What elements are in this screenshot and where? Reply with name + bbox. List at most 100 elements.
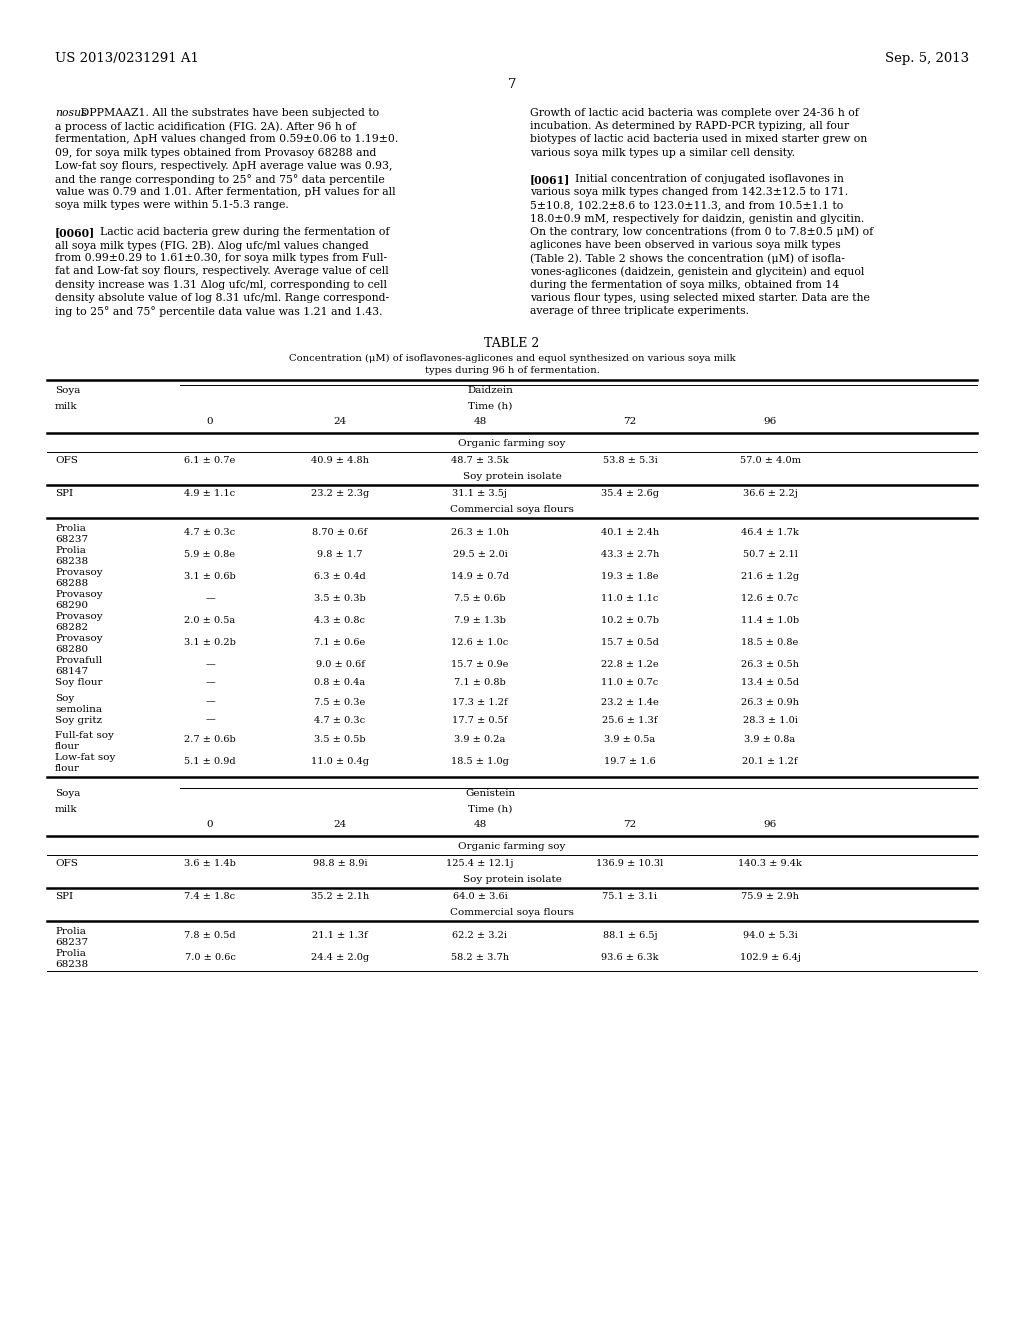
Text: soya milk types were within 5.1-5.3 range.: soya milk types were within 5.1-5.3 rang…: [55, 201, 289, 210]
Text: 58.2 ± 3.7h: 58.2 ± 3.7h: [451, 953, 509, 962]
Text: 0: 0: [207, 820, 213, 829]
Text: 22.8 ± 1.2e: 22.8 ± 1.2e: [601, 660, 658, 669]
Text: biotypes of lactic acid bacteria used in mixed starter grew on: biotypes of lactic acid bacteria used in…: [530, 135, 867, 144]
Text: 3.1 ± 0.6b: 3.1 ± 0.6b: [184, 572, 236, 581]
Text: 12.6 ± 1.0c: 12.6 ± 1.0c: [452, 638, 509, 647]
Text: Time (h): Time (h): [468, 805, 512, 813]
Text: value was 0.79 and 1.01. After fermentation, pH values for all: value was 0.79 and 1.01. After fermentat…: [55, 187, 395, 197]
Text: 7.5 ± 0.6b: 7.5 ± 0.6b: [455, 594, 506, 603]
Text: 98.8 ± 8.9i: 98.8 ± 8.9i: [312, 859, 368, 869]
Text: Low-fat soy: Low-fat soy: [55, 754, 116, 762]
Text: incubation. As determined by RAPD-PCR typizing, all four: incubation. As determined by RAPD-PCR ty…: [530, 121, 849, 131]
Text: Soya: Soya: [55, 789, 80, 799]
Text: Provasoy: Provasoy: [55, 590, 102, 599]
Text: 11.0 ± 0.4g: 11.0 ± 0.4g: [311, 758, 369, 766]
Text: Prolia: Prolia: [55, 927, 86, 936]
Text: 7.0 ± 0.6c: 7.0 ± 0.6c: [184, 953, 236, 962]
Text: 68290: 68290: [55, 601, 88, 610]
Text: —: —: [205, 594, 215, 603]
Text: 5±10.8, 102.2±8.6 to 123.0±11.3, and from 10.5±1.1 to: 5±10.8, 102.2±8.6 to 123.0±11.3, and fro…: [530, 201, 843, 210]
Text: 11.0 ± 1.1c: 11.0 ± 1.1c: [601, 594, 658, 603]
Text: vones-aglicones (daidzein, genistein and glycitein) and equol: vones-aglicones (daidzein, genistein and…: [530, 267, 864, 277]
Text: On the contrary, low concentrations (from 0 to 7.8±0.5 μM) of: On the contrary, low concentrations (fro…: [530, 227, 873, 238]
Text: 88.1 ± 6.5j: 88.1 ± 6.5j: [603, 931, 657, 940]
Text: 29.5 ± 2.0i: 29.5 ± 2.0i: [453, 550, 507, 560]
Text: 53.8 ± 5.3i: 53.8 ± 5.3i: [603, 457, 657, 465]
Text: SPI: SPI: [55, 892, 73, 902]
Text: density increase was 1.31 Δlog ufc/ml, corresponding to cell: density increase was 1.31 Δlog ufc/ml, c…: [55, 280, 387, 289]
Text: 93.6 ± 6.3k: 93.6 ± 6.3k: [601, 953, 658, 962]
Text: fat and Low-fat soy flours, respectively. Average value of cell: fat and Low-fat soy flours, respectively…: [55, 267, 389, 276]
Text: 43.3 ± 2.7h: 43.3 ± 2.7h: [601, 550, 659, 560]
Text: SPI: SPI: [55, 490, 73, 498]
Text: 18.0±0.9 mM, respectively for daidzin, genistin and glycitin.: 18.0±0.9 mM, respectively for daidzin, g…: [530, 214, 864, 223]
Text: density absolute value of log 8.31 ufc/ml. Range correspond-: density absolute value of log 8.31 ufc/m…: [55, 293, 389, 302]
Text: 9.0 ± 0.6f: 9.0 ± 0.6f: [315, 660, 365, 669]
Text: Soy protein isolate: Soy protein isolate: [463, 471, 561, 480]
Text: —: —: [205, 660, 215, 669]
Text: 18.5 ± 0.8e: 18.5 ± 0.8e: [741, 638, 799, 647]
Text: Sep. 5, 2013: Sep. 5, 2013: [885, 51, 969, 65]
Text: Soy: Soy: [55, 694, 75, 702]
Text: 0: 0: [207, 417, 213, 426]
Text: 36.6 ± 2.2j: 36.6 ± 2.2j: [742, 490, 798, 498]
Text: 2.7 ± 0.6b: 2.7 ± 0.6b: [184, 735, 236, 744]
Text: 20.1 ± 1.2f: 20.1 ± 1.2f: [742, 758, 798, 766]
Text: milk: milk: [55, 805, 78, 813]
Text: various flour types, using selected mixed starter. Data are the: various flour types, using selected mixe…: [530, 293, 869, 302]
Text: 7.8 ± 0.5d: 7.8 ± 0.5d: [184, 931, 236, 940]
Text: all soya milk types (FIG. 2B). Δlog ufc/ml values changed: all soya milk types (FIG. 2B). Δlog ufc/…: [55, 240, 369, 251]
Text: Genistein: Genistein: [465, 789, 515, 799]
Text: 0.8 ± 0.4a: 0.8 ± 0.4a: [314, 678, 366, 688]
Text: Prolia: Prolia: [55, 546, 86, 556]
Text: 17.3 ± 1.2f: 17.3 ± 1.2f: [453, 698, 508, 706]
Text: 18.5 ± 1.0g: 18.5 ± 1.0g: [451, 758, 509, 766]
Text: types during 96 h of fermentation.: types during 96 h of fermentation.: [425, 366, 599, 375]
Text: 9.8 ± 1.7: 9.8 ± 1.7: [317, 550, 362, 560]
Text: 136.9 ± 10.3l: 136.9 ± 10.3l: [596, 859, 664, 869]
Text: 7.1 ± 0.6e: 7.1 ± 0.6e: [314, 638, 366, 647]
Text: 3.6 ± 1.4b: 3.6 ± 1.4b: [184, 859, 236, 869]
Text: 25.6 ± 1.3f: 25.6 ± 1.3f: [602, 715, 657, 725]
Text: Organic farming soy: Organic farming soy: [459, 438, 565, 447]
Text: 24: 24: [334, 417, 347, 426]
Text: 5.1 ± 0.9d: 5.1 ± 0.9d: [184, 758, 236, 766]
Text: Organic farming soy: Organic farming soy: [459, 842, 565, 850]
Text: 7.1 ± 0.8b: 7.1 ± 0.8b: [454, 678, 506, 688]
Text: 68238: 68238: [55, 960, 88, 969]
Text: 26.3 ± 0.9h: 26.3 ± 0.9h: [741, 698, 799, 706]
Text: various soya milk types up a similar cell density.: various soya milk types up a similar cel…: [530, 148, 795, 157]
Text: —: —: [205, 678, 215, 688]
Text: 4.3 ± 0.8c: 4.3 ± 0.8c: [314, 616, 366, 626]
Text: —: —: [205, 698, 215, 706]
Text: Initial concentration of conjugated isoflavones in: Initial concentration of conjugated isof…: [560, 174, 844, 183]
Text: 96: 96: [763, 417, 776, 426]
Text: 57.0 ± 4.0m: 57.0 ± 4.0m: [739, 457, 801, 465]
Text: 3.9 ± 0.2a: 3.9 ± 0.2a: [455, 735, 506, 744]
Text: 125.4 ± 12.1j: 125.4 ± 12.1j: [446, 859, 514, 869]
Text: Commercial soya flours: Commercial soya flours: [451, 504, 573, 513]
Text: Lactic acid bacteria grew during the fermentation of: Lactic acid bacteria grew during the fer…: [86, 227, 389, 236]
Text: 31.1 ± 3.5j: 31.1 ± 3.5j: [453, 490, 508, 498]
Text: 26.3 ± 1.0h: 26.3 ± 1.0h: [451, 528, 509, 537]
Text: 3.5 ± 0.3b: 3.5 ± 0.3b: [314, 594, 366, 603]
Text: 09, for soya milk types obtained from Provasoy 68288 and: 09, for soya milk types obtained from Pr…: [55, 148, 377, 157]
Text: Soya: Soya: [55, 387, 80, 395]
Text: 28.3 ± 1.0i: 28.3 ± 1.0i: [742, 715, 798, 725]
Text: 68237: 68237: [55, 939, 88, 948]
Text: 13.4 ± 0.5d: 13.4 ± 0.5d: [741, 678, 799, 688]
Text: 48: 48: [473, 417, 486, 426]
Text: flour: flour: [55, 764, 80, 774]
Text: Provasoy: Provasoy: [55, 612, 102, 622]
Text: Commercial soya flours: Commercial soya flours: [451, 908, 573, 916]
Text: 72: 72: [624, 820, 637, 829]
Text: Prolia: Prolia: [55, 524, 86, 533]
Text: 3.1 ± 0.2b: 3.1 ± 0.2b: [184, 638, 236, 647]
Text: 21.6 ± 1.2g: 21.6 ± 1.2g: [741, 572, 799, 581]
Text: Provafull: Provafull: [55, 656, 102, 665]
Text: 68147: 68147: [55, 667, 88, 676]
Text: ing to 25° and 75° percentile data value was 1.21 and 1.43.: ing to 25° and 75° percentile data value…: [55, 306, 383, 317]
Text: aglicones have been observed in various soya milk types: aglicones have been observed in various …: [530, 240, 841, 249]
Text: 6.1 ± 0.7e: 6.1 ± 0.7e: [184, 457, 236, 465]
Text: 24: 24: [334, 820, 347, 829]
